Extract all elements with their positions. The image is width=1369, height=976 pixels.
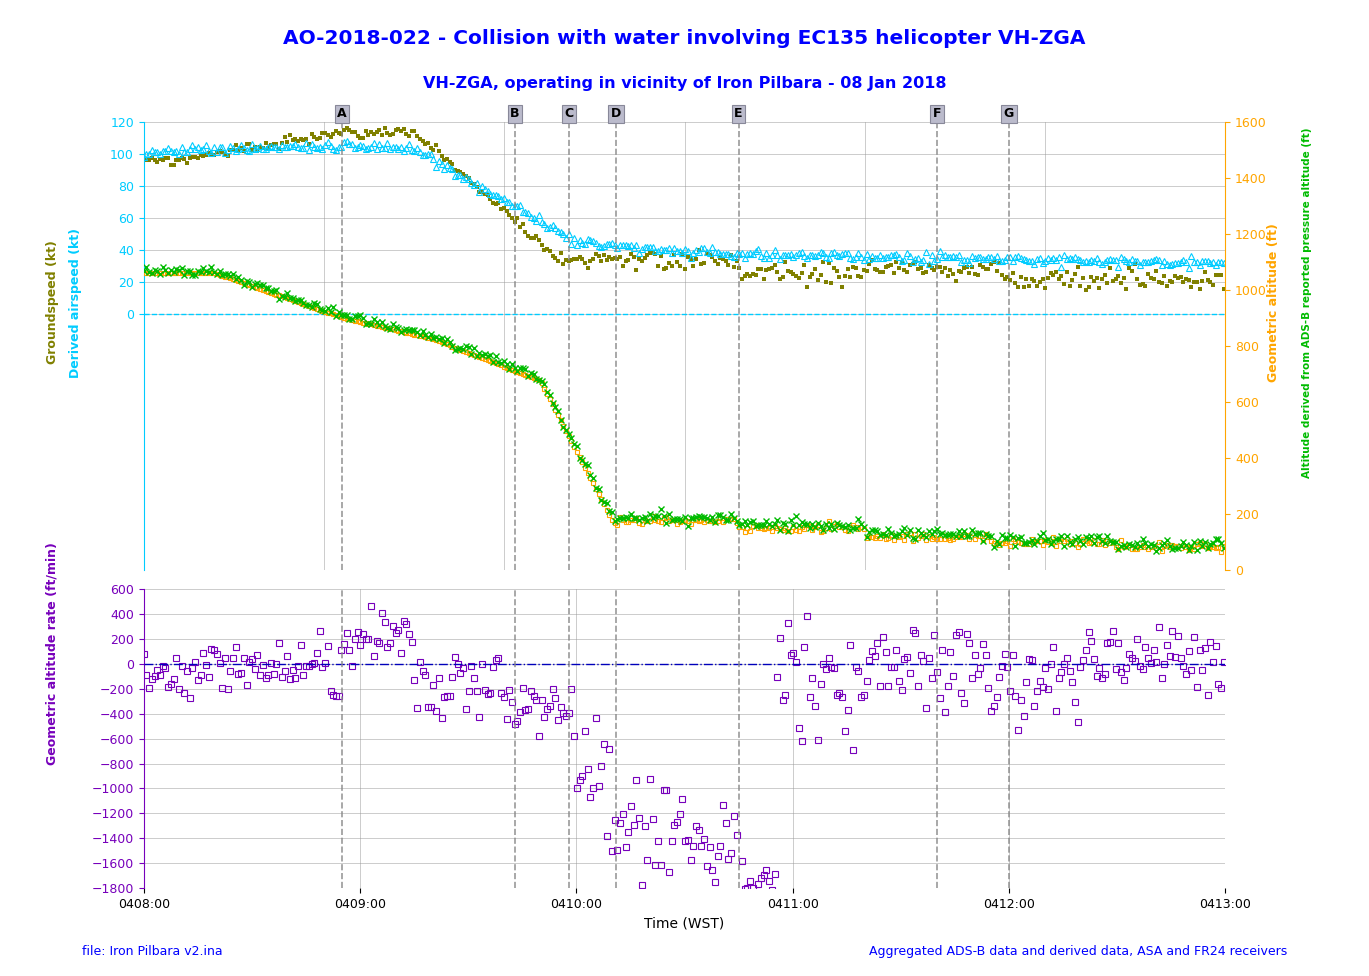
Text: G: G [1003, 107, 1014, 120]
Text: Altitude derived from ADS-B reported pressure altitude (ft): Altitude derived from ADS-B reported pre… [1302, 127, 1313, 478]
Text: F: F [932, 107, 941, 120]
Text: B: B [511, 107, 520, 120]
Text: Aggregated ADS-B data and derived data, ASA and FR24 receivers: Aggregated ADS-B data and derived data, … [868, 945, 1287, 957]
Text: VH-ZGA, operating in vicinity of Iron Pilbara - 08 Jan 2018: VH-ZGA, operating in vicinity of Iron Pi… [423, 76, 946, 91]
X-axis label: Time (WST): Time (WST) [645, 916, 724, 930]
Text: D: D [611, 107, 622, 120]
Text: A: A [337, 107, 346, 120]
Text: Geometric altitude rate (ft/min): Geometric altitude rate (ft/min) [45, 543, 59, 765]
Text: Groundspeed (kt): Groundspeed (kt) [45, 241, 59, 364]
Text: AO-2018-022 - Collision with water involving EC135 helicopter VH-ZGA: AO-2018-022 - Collision with water invol… [283, 29, 1086, 48]
Text: C: C [564, 107, 574, 120]
Text: Derived airspeed (kt): Derived airspeed (kt) [68, 227, 82, 378]
Text: Geometric altitude (ft): Geometric altitude (ft) [1266, 224, 1280, 382]
Text: file: Iron Pilbara v2.ina: file: Iron Pilbara v2.ina [82, 945, 223, 957]
Text: E: E [734, 107, 743, 120]
